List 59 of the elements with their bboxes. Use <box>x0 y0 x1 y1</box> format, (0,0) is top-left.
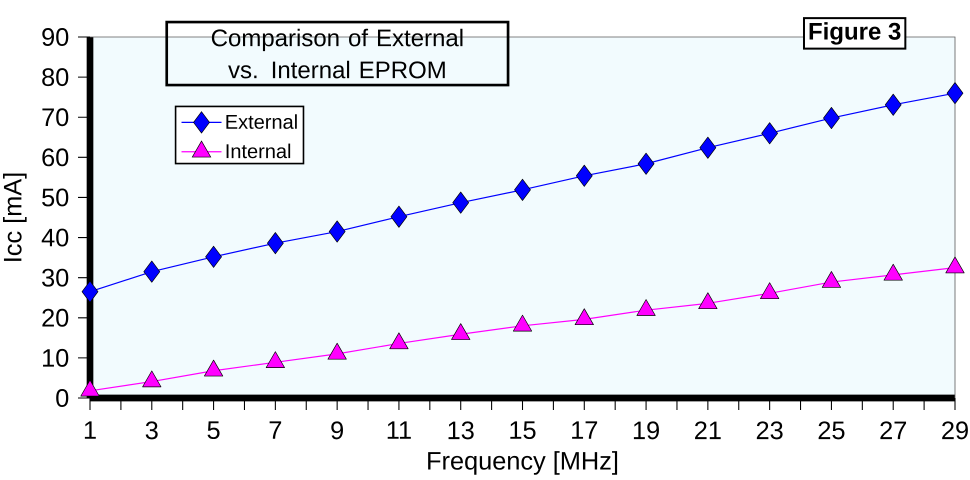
x-tick-label: 13 <box>448 421 474 440</box>
point <box>80 380 100 396</box>
y-tick-label: 80 <box>42 68 68 86</box>
point <box>823 107 840 130</box>
point <box>512 314 532 332</box>
point <box>636 299 656 316</box>
chart-title: Comparison of External vs. Internal EPROM <box>212 28 462 78</box>
y-tick-label: 0 <box>56 389 68 407</box>
point <box>142 370 162 388</box>
y-tick-label: 10 <box>43 348 68 367</box>
x-tick-label: 7 <box>270 421 282 439</box>
y-tick-label: 20 <box>42 308 68 327</box>
point <box>946 82 964 104</box>
legend-label: External <box>226 114 297 129</box>
point <box>638 152 654 175</box>
x-tick-label: 5 <box>208 421 220 440</box>
point <box>700 136 716 159</box>
point <box>576 164 593 187</box>
y-tick-label: 70 <box>42 108 68 126</box>
y-tick-label: 40 <box>42 228 68 247</box>
point <box>574 308 594 326</box>
point <box>452 192 470 214</box>
x-tick-label: 19 <box>634 421 659 440</box>
x-tick-label: 3 <box>146 421 158 440</box>
point <box>389 332 409 350</box>
x-tick-label: 23 <box>756 421 783 440</box>
y-tick-label: 90 <box>42 28 68 46</box>
y-tick-label: 30 <box>42 268 68 287</box>
point <box>451 323 470 340</box>
point <box>390 206 408 228</box>
point <box>204 360 224 376</box>
point <box>822 271 842 288</box>
x-tick-label: 17 <box>572 421 598 439</box>
x-tick-label: 25 <box>818 421 844 440</box>
x-axis-title: Frequency [MHz] <box>428 451 618 475</box>
y-tick-label: 60 <box>42 148 68 166</box>
x-tick-label: 21 <box>695 421 721 440</box>
point <box>761 122 778 144</box>
point <box>884 94 902 116</box>
legend-label: Internal <box>226 144 290 158</box>
point <box>328 342 347 360</box>
annotation: Figure 3 <box>810 22 900 45</box>
x-tick-label: 29 <box>942 421 968 440</box>
point <box>514 178 531 201</box>
point <box>328 220 346 243</box>
y-tick-label: 50 <box>42 188 68 206</box>
x-tick-label: 15 <box>510 421 536 440</box>
point <box>267 232 284 254</box>
point <box>205 246 222 268</box>
point <box>266 351 285 368</box>
x-tick-label: 1 <box>84 421 96 439</box>
y-axis-title: Icc [mA] <box>3 174 27 261</box>
x-tick-label: 9 <box>331 421 343 440</box>
point <box>945 256 965 274</box>
x-tick-label: 27 <box>880 421 906 440</box>
point <box>884 264 903 281</box>
point <box>760 282 780 299</box>
x-tick-label: 11 <box>388 421 411 439</box>
point <box>698 292 718 310</box>
